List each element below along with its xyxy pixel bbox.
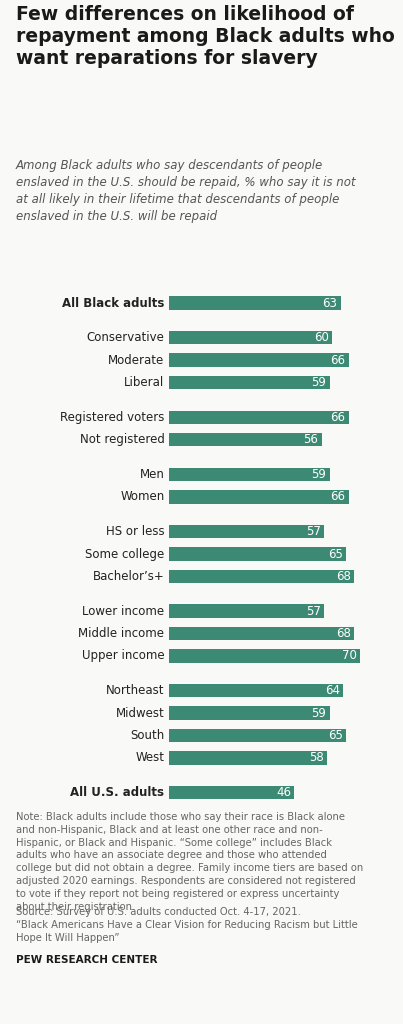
Text: 66: 66 — [330, 490, 345, 504]
Text: 59: 59 — [312, 468, 326, 481]
Text: Upper income: Upper income — [82, 649, 164, 663]
Bar — [169, 604, 324, 617]
Text: 57: 57 — [306, 525, 321, 538]
Text: 64: 64 — [325, 684, 340, 697]
Bar — [169, 376, 330, 389]
Bar — [169, 785, 294, 800]
Text: Liberal: Liberal — [124, 376, 164, 389]
Bar — [169, 296, 341, 310]
Text: Women: Women — [120, 490, 164, 504]
Bar — [169, 411, 349, 424]
Bar — [169, 729, 346, 742]
Bar — [169, 433, 322, 446]
Bar — [169, 490, 349, 504]
Text: 70: 70 — [341, 649, 356, 663]
Bar — [169, 353, 349, 367]
Bar — [169, 627, 354, 640]
Text: 46: 46 — [276, 786, 291, 799]
Text: Among Black adults who say descendants of people
enslaved in the U.S. should be : Among Black adults who say descendants o… — [16, 159, 356, 223]
Text: 68: 68 — [336, 627, 351, 640]
Text: 56: 56 — [303, 433, 318, 446]
Text: 57: 57 — [306, 604, 321, 617]
Bar — [169, 649, 360, 663]
Text: Source: Survey of U.S. adults conducted Oct. 4-17, 2021.
“Black Americans Have a: Source: Survey of U.S. adults conducted … — [16, 907, 358, 943]
Text: HS or less: HS or less — [106, 525, 164, 538]
Text: 60: 60 — [314, 332, 329, 344]
Text: Some college: Some college — [85, 548, 164, 560]
Text: Lower income: Lower income — [82, 604, 164, 617]
Text: Midwest: Midwest — [116, 707, 164, 720]
Text: 59: 59 — [312, 376, 326, 389]
Text: 59: 59 — [312, 707, 326, 720]
Text: South: South — [130, 729, 164, 742]
Bar — [169, 331, 332, 344]
Text: Northeast: Northeast — [106, 684, 164, 697]
Text: 66: 66 — [330, 353, 345, 367]
Text: 65: 65 — [328, 729, 343, 742]
Text: All U.S. adults: All U.S. adults — [71, 786, 164, 799]
Text: Few differences on likelihood of
repayment among Black adults who
want reparatio: Few differences on likelihood of repayme… — [16, 5, 395, 69]
Text: 68: 68 — [336, 570, 351, 583]
Text: Bachelor’s+: Bachelor’s+ — [93, 570, 164, 583]
Text: West: West — [135, 752, 164, 764]
Bar — [169, 468, 330, 481]
Bar — [169, 525, 324, 539]
Text: Registered voters: Registered voters — [60, 411, 164, 424]
Text: 66: 66 — [330, 411, 345, 424]
Text: All Black adults: All Black adults — [62, 297, 164, 309]
Bar — [169, 684, 343, 697]
Text: Conservative: Conservative — [87, 332, 164, 344]
Bar — [169, 569, 354, 583]
Bar — [169, 752, 327, 765]
Text: Note: Black adults include those who say their race is Black alone
and non-Hispa: Note: Black adults include those who say… — [16, 812, 364, 911]
Text: 58: 58 — [309, 752, 324, 764]
Text: PEW RESEARCH CENTER: PEW RESEARCH CENTER — [16, 955, 158, 966]
Text: Men: Men — [139, 468, 164, 481]
Text: Middle income: Middle income — [79, 627, 164, 640]
Bar — [169, 547, 346, 561]
Text: 65: 65 — [328, 548, 343, 560]
Text: Moderate: Moderate — [108, 353, 164, 367]
Text: 63: 63 — [322, 297, 337, 309]
Text: Not registered: Not registered — [79, 433, 164, 446]
Bar — [169, 707, 330, 720]
